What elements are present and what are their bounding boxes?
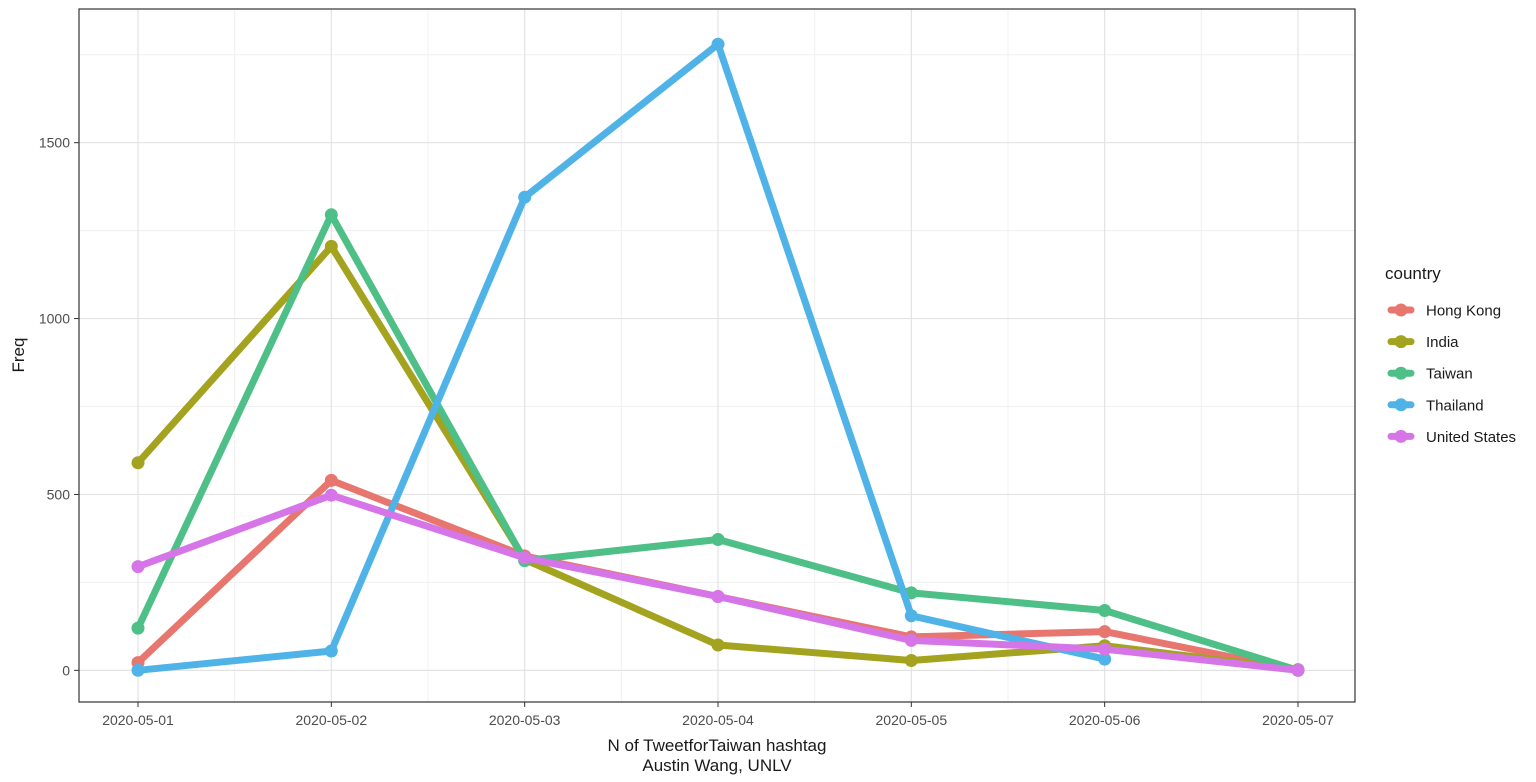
legend-label-india: India: [1426, 334, 1459, 351]
legend-key-point-united-states: [1394, 429, 1408, 443]
legend-key-point-india: [1394, 335, 1408, 349]
data-point-thailand: [904, 609, 918, 623]
data-point-united-states: [1098, 642, 1112, 656]
data-point-india: [904, 654, 918, 667]
legend: country Hong Kong India Taiwan Thailand Unit…: [1385, 264, 1516, 446]
legend-key-point-taiwan: [1394, 366, 1408, 380]
x-tick-label: 2020-05-04: [682, 712, 754, 728]
data-point-thailand: [131, 663, 145, 677]
data-point-india: [131, 456, 145, 470]
y-tick-label: 1500: [39, 135, 70, 151]
data-point-united-states: [518, 551, 532, 565]
data-point-united-states: [324, 488, 338, 502]
legend-label-hong-kong: Hong Kong: [1426, 303, 1501, 320]
y-tick-label: 1000: [39, 311, 70, 327]
data-point-taiwan: [131, 621, 145, 635]
data-point-hong-kong: [324, 473, 338, 487]
legend-key-point-hong-kong: [1394, 303, 1408, 317]
data-point-thailand: [711, 37, 725, 51]
plot-panel-background: [79, 9, 1355, 702]
legend-title: country: [1385, 264, 1441, 283]
x-tick-label: 2020-05-06: [1069, 712, 1141, 728]
data-point-taiwan: [1098, 604, 1112, 617]
data-point-taiwan: [711, 533, 725, 546]
data-point-thailand: [518, 190, 532, 204]
x-tick-label: 2020-05-05: [876, 712, 948, 728]
y-tick-label: 500: [47, 486, 71, 502]
data-point-united-states: [904, 633, 918, 647]
series-line-thailand: [134, 40, 1109, 674]
axes: 2020-05-01 2020-05-02 2020-05-03 2020-05-04…: [39, 135, 1334, 728]
x-tick-label: 2020-05-01: [102, 712, 174, 728]
data-point-thailand: [1098, 652, 1112, 666]
y-tick-label: 0: [62, 662, 70, 678]
data-point-united-states: [1291, 663, 1305, 677]
data-point-united-states: [131, 560, 145, 574]
series-lines: [131, 37, 1305, 677]
data-point-thailand: [324, 644, 338, 658]
x-axis-title: N of TweetforTaiwan hashtag: [608, 736, 827, 755]
data-point-taiwan: [324, 208, 338, 222]
data-point-hong-kong: [1098, 625, 1112, 639]
legend-key-point-thailand: [1394, 398, 1408, 412]
legend-label-united-states: United States: [1426, 429, 1516, 446]
data-point-india: [324, 239, 338, 253]
x-tick-label: 2020-05-03: [489, 712, 561, 728]
legend-label-taiwan: Taiwan: [1426, 366, 1473, 383]
x-tick-label: 2020-05-07: [1262, 712, 1334, 728]
data-point-india: [711, 638, 725, 652]
legend-label-thailand: Thailand: [1426, 397, 1484, 414]
x-axis-subtitle: Austin Wang, UNLV: [642, 756, 792, 775]
plot-panel-border: [78, 8, 1356, 703]
x-tick-label: 2020-05-02: [296, 712, 368, 728]
data-point-united-states: [711, 590, 725, 603]
y-axis-title: Freq: [9, 338, 28, 373]
